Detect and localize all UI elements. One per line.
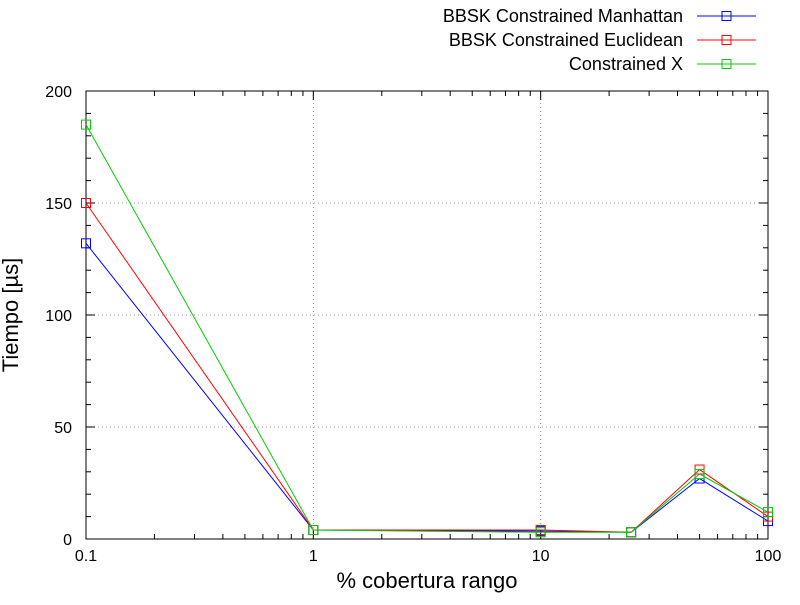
data-point-marker (535, 527, 546, 538)
series-line (85, 243, 769, 533)
legend-swatch-marker (721, 59, 732, 69)
x-tick-label: 100 (755, 548, 782, 565)
x-axis-title: % cobertura rango (337, 568, 518, 593)
y-tick-label: 200 (45, 84, 72, 101)
legend-label: Constrained X (569, 54, 683, 74)
legend-item: BBSK Constrained Euclidean (449, 30, 756, 50)
legend: BBSK Constrained Manhattan BBSK Constrain… (443, 6, 756, 74)
series-3 (81, 119, 773, 538)
series-line (85, 202, 769, 533)
series-layer (81, 119, 773, 538)
data-point-marker (308, 525, 319, 536)
x-tick-label: 1 (309, 548, 318, 565)
legend-item: Constrained X (569, 54, 756, 74)
data-point-marker (763, 507, 773, 518)
x-tick-label: 0.1 (75, 548, 97, 565)
data-point-marker (694, 469, 705, 480)
legend-label: BBSK Constrained Manhattan (443, 6, 683, 26)
axis-ticks: 0 50 100 150 200 0.1 1 10 100 (45, 84, 781, 565)
legend-item: BBSK Constrained Manhattan (443, 6, 756, 26)
legend-swatch-marker (721, 35, 732, 45)
data-point-marker (626, 527, 637, 538)
data-point-marker (81, 119, 91, 130)
legend-swatch-marker (721, 11, 732, 21)
data-point-marker (81, 238, 91, 249)
y-tick-label: 100 (45, 308, 72, 325)
y-axis-title: Tiempo [µs] (0, 258, 23, 373)
y-tick-label: 50 (54, 420, 72, 437)
series-1 (81, 238, 773, 538)
grid (86, 91, 768, 539)
legend-label: BBSK Constrained Euclidean (449, 30, 683, 50)
x-tick-label: 10 (532, 548, 550, 565)
y-tick-label: 0 (63, 532, 72, 549)
y-tick-label: 150 (45, 196, 72, 213)
series-line (85, 124, 769, 533)
data-point-marker (81, 198, 91, 208)
